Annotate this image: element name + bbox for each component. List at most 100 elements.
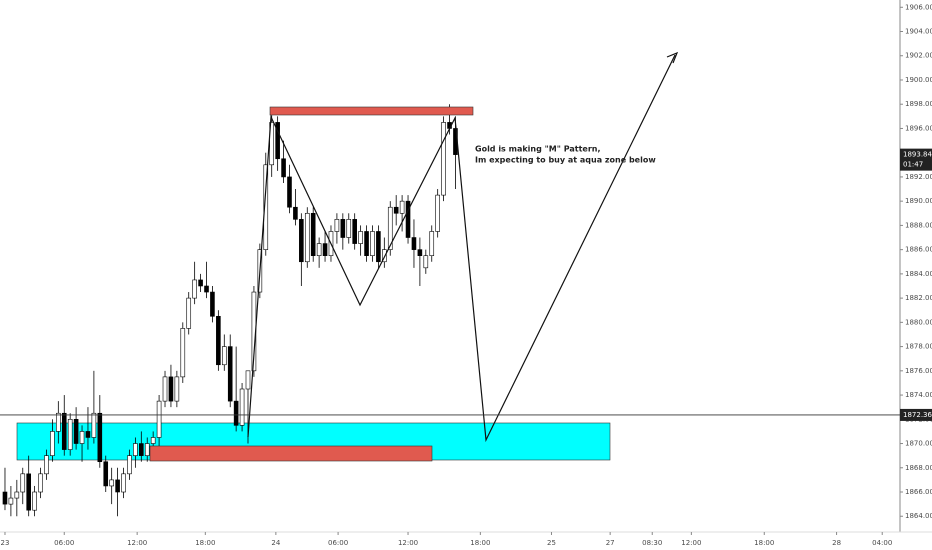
candle-body <box>56 412 61 432</box>
candle-body <box>364 231 369 256</box>
candle-body <box>310 212 316 256</box>
x-tick-label: 06:00 <box>54 539 74 547</box>
candle-body <box>370 231 375 256</box>
candle-body <box>340 219 346 238</box>
candle-body <box>144 443 150 456</box>
y-tick-label: 1888.000 <box>905 221 932 229</box>
candle-body <box>376 231 381 263</box>
candle-body <box>67 418 73 450</box>
candle-body <box>198 279 203 287</box>
x-tick-label: 18:00 <box>470 539 490 547</box>
y-tick-label: 1886.000 <box>905 246 932 254</box>
candle-body <box>435 194 440 232</box>
candle-body <box>393 206 399 214</box>
candle-body <box>417 249 423 256</box>
candle-body <box>352 219 357 244</box>
candle-body <box>411 237 417 250</box>
candle-body <box>192 279 197 299</box>
y-tick-label: 1874.000 <box>905 391 932 399</box>
candle-body <box>150 437 156 444</box>
candle-body <box>180 328 186 378</box>
x-tick-label: 18:00 <box>754 539 774 547</box>
x-tick-label: 28 <box>832 539 841 547</box>
candle-body <box>133 443 138 456</box>
last-price-label: 1893.840 <box>903 151 932 159</box>
last-price-box <box>900 148 932 171</box>
y-tick-label: 1904.000 <box>905 28 932 36</box>
x-tick-label: 18:00 <box>195 539 215 547</box>
y-tick-label: 1882.000 <box>905 294 932 302</box>
candle-body <box>423 255 429 269</box>
candle-body <box>162 376 168 402</box>
x-tick-label: 27 <box>606 539 615 547</box>
candle-body <box>387 206 393 250</box>
y-tick-label: 1864.000 <box>905 512 932 520</box>
pattern-path <box>247 54 676 443</box>
x-tick-label: 08:30 <box>642 539 662 547</box>
candle-body <box>281 158 286 178</box>
candle-body <box>20 473 26 493</box>
x-tick-label: 06:00 <box>328 539 348 547</box>
candle-body <box>204 285 209 293</box>
x-tick-label: 12:00 <box>127 539 147 547</box>
candle-body <box>121 473 126 493</box>
candle-body <box>103 461 109 487</box>
candle-body <box>287 176 292 208</box>
candle-body <box>2 491 8 505</box>
candle-body <box>441 122 446 196</box>
candle-body <box>156 400 162 438</box>
y-tick-label: 1880.000 <box>905 318 932 326</box>
price-label: 1872.361 <box>903 411 932 419</box>
annotation: Im expecting to buy at aqua zone below <box>475 156 656 165</box>
candle-body <box>304 212 310 263</box>
y-tick-label: 1892.000 <box>905 173 932 181</box>
candle-body <box>73 418 79 444</box>
candle-body <box>50 431 55 456</box>
candle-body <box>85 431 91 438</box>
candle-body <box>32 491 37 511</box>
price-box <box>900 408 932 421</box>
x-tick-label: 24 <box>271 539 280 547</box>
candle-body <box>358 231 363 244</box>
candle-body <box>334 219 340 232</box>
candle-body <box>399 200 405 214</box>
candle-body <box>186 297 192 329</box>
candle-body <box>316 243 322 256</box>
candle-body <box>61 412 67 450</box>
y-tick-label: 1890.000 <box>905 197 932 205</box>
candle-body <box>97 412 103 463</box>
resistance-zone <box>269 106 474 116</box>
candle-body <box>109 479 114 487</box>
candle-body <box>239 388 245 426</box>
countdown: 01:47 <box>903 161 923 169</box>
candle-body <box>299 219 304 263</box>
candle-body <box>168 376 174 402</box>
arrow-head <box>666 51 679 64</box>
x-tick-label: 04:00 <box>872 539 892 547</box>
y-tick-label: 1900.000 <box>905 76 932 84</box>
candle-body <box>115 479 120 493</box>
y-tick-label: 1884.000 <box>905 270 932 278</box>
candle-body <box>38 473 43 493</box>
candle-body <box>227 346 233 402</box>
candle-body <box>216 315 221 366</box>
y-tick-label: 1902.000 <box>905 52 932 60</box>
candle-body <box>26 473 31 511</box>
candle-body <box>174 376 180 402</box>
candle-body <box>14 491 20 499</box>
y-tick-label: 1876.000 <box>905 367 932 375</box>
candle-body <box>263 164 269 250</box>
y-tick-label: 1868.000 <box>905 464 932 472</box>
y-tick-label: 1898.000 <box>905 100 932 108</box>
candle-body <box>346 219 352 238</box>
candle-body <box>91 412 97 438</box>
candle-body <box>382 249 387 263</box>
demand-zone <box>149 445 433 462</box>
candle-body <box>44 455 49 475</box>
candle-body <box>233 400 239 426</box>
y-tick-label: 1906.000 <box>905 3 932 11</box>
x-tick-label: 12:00 <box>398 539 418 547</box>
candle-body <box>293 206 298 220</box>
x-tick-label: 12:00 <box>681 539 701 547</box>
